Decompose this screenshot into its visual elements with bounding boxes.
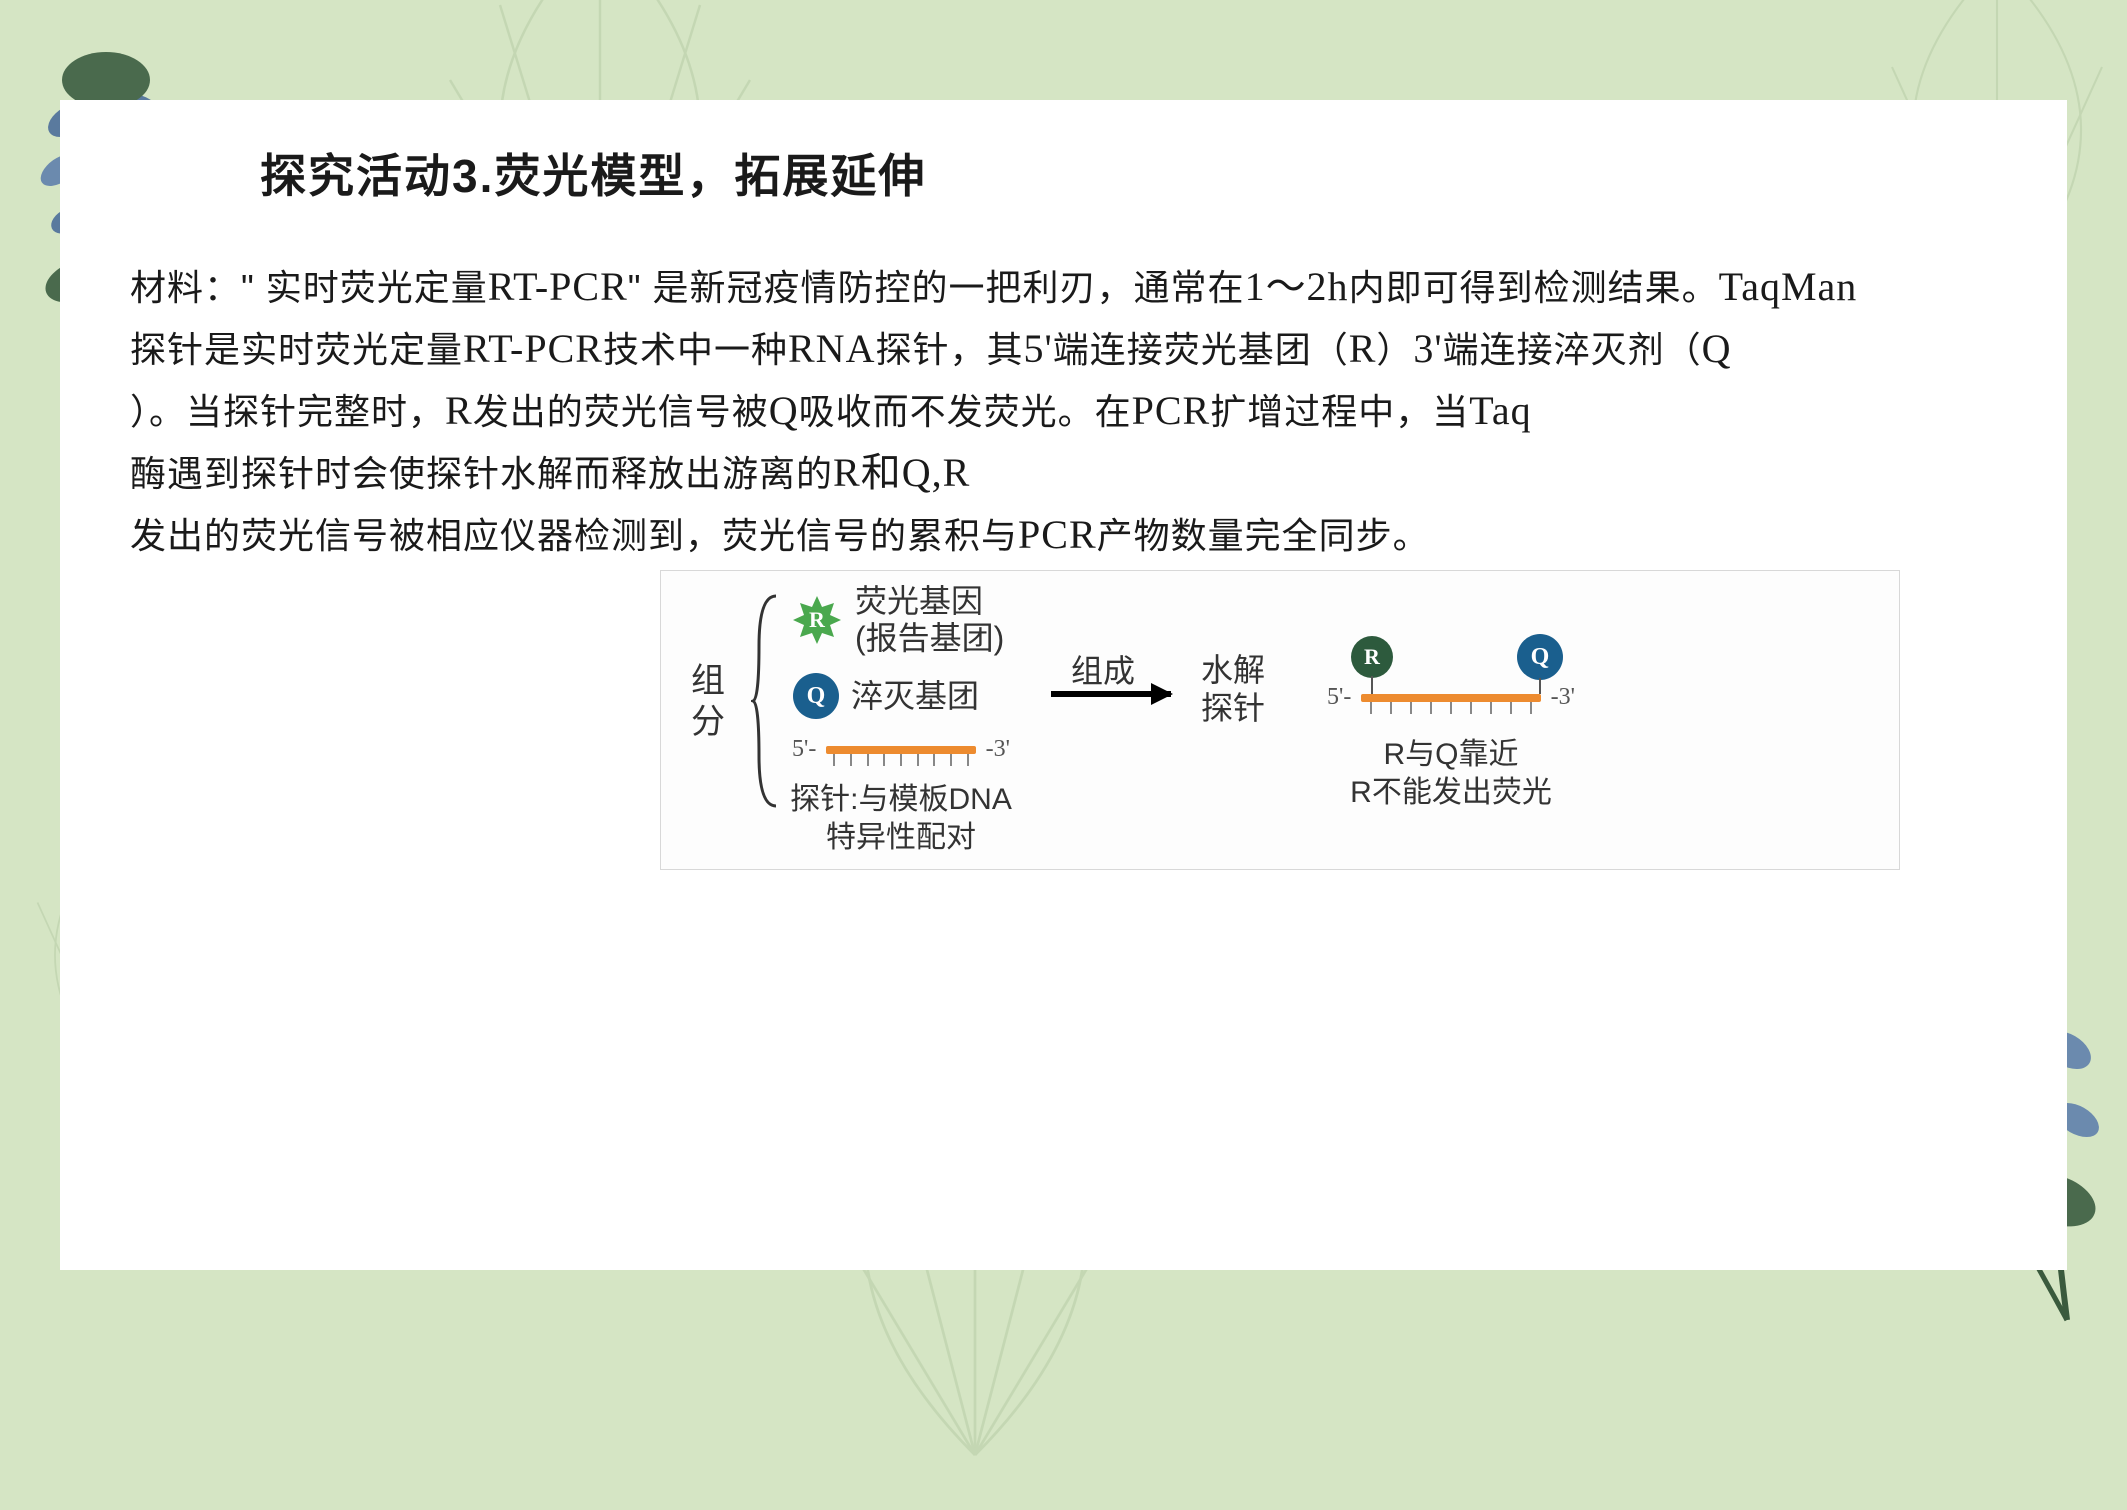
text: 吸收而不发荧光。在 [799, 391, 1132, 432]
text: R和Q,R [833, 450, 970, 495]
text: 分 [691, 702, 725, 743]
text: ） [1376, 329, 1413, 370]
q-component-row: Q 淬灭基团 [793, 673, 979, 719]
text: 扩增过程中，当 [1210, 391, 1469, 432]
r-dark-icon: R [1351, 636, 1393, 678]
text: 荧光基因 [855, 583, 1004, 620]
text: 探针，其 [875, 329, 1023, 370]
text: 探针是实时荧光定量 [130, 329, 463, 370]
text: 特异性配对 [761, 819, 1041, 857]
probe-caption-left: 探针:与模板DNA 特异性配对 [761, 781, 1041, 856]
text: RNA [788, 326, 875, 371]
text: (报告基团) [855, 620, 1004, 657]
text: 5' [1023, 326, 1052, 371]
text: 发出的荧光信号被 [473, 391, 769, 432]
text: ）。当探针完整时， [130, 391, 445, 432]
text: 酶遇到探针时会使探针水解而释放出游离的 [130, 453, 833, 494]
text: 材料：" 实时荧光定量 [130, 267, 488, 308]
probe-strand-left: 5'- -3' [826, 746, 976, 772]
text: 1～2h [1245, 264, 1349, 309]
q-circle-icon: Q [793, 673, 839, 719]
zufen-label: 组 分 [691, 661, 725, 743]
slide-title: 探究活动3.荧光模型，拓展延伸 [260, 140, 1997, 206]
r-star-icon: R [791, 594, 843, 646]
brace-icon [751, 591, 781, 811]
text: 组 [691, 661, 725, 702]
text: RT-PCR [463, 326, 603, 371]
text: Q [769, 388, 799, 433]
end3-label: -3' [986, 736, 1010, 763]
text: Q [1702, 326, 1732, 371]
text: Taq [1469, 388, 1531, 433]
text: 技术中一种 [603, 329, 788, 370]
text: R [1349, 326, 1377, 371]
probe-caption-right: R与Q靠近 R不能发出荧光 [1301, 736, 1601, 811]
text: 探针 [1201, 689, 1265, 727]
text: 端连接荧光基团（ [1053, 329, 1349, 370]
text: RT-PCR [488, 264, 628, 309]
text: 端连接淬灭剂（ [1443, 329, 1702, 370]
text: PCR [1018, 512, 1097, 557]
text: R与Q靠近 [1301, 736, 1601, 774]
text: 3' [1413, 326, 1442, 371]
text: 探针:与模板DNA [761, 781, 1041, 819]
arrow-icon [1051, 691, 1171, 697]
body-paragraph: 材料：" 实时荧光定量RT-PCR" 是新冠疫情防控的一把利刃，通常在1～2h内… [130, 256, 1997, 566]
text: TaqMan [1719, 264, 1858, 309]
q-circle-icon: Q [1517, 634, 1563, 680]
q-label: 淬灭基团 [851, 678, 979, 715]
end3-label: -3' [1551, 684, 1575, 711]
text: 发出的荧光信号被相应仪器检测到，荧光信号的累积与 [130, 515, 1018, 556]
text: R [445, 388, 473, 433]
text: R不能发出荧光 [1301, 774, 1601, 812]
r-label: 荧光基因 (报告基团) [855, 583, 1004, 657]
content-card: 探究活动3.荧光模型，拓展延伸 材料：" 实时荧光定量RT-PCR" 是新冠疫情… [60, 100, 2067, 1270]
end5-label: 5'- [792, 736, 816, 763]
text: 水解 [1201, 651, 1265, 689]
arrow-label: 组成 [1071, 646, 1135, 692]
probe-diagram: 组 分 R 荧光基因 (报告基团) Q 淬灭基团 5'- [660, 570, 1900, 870]
text: 内即可得到检测结果。 [1349, 267, 1719, 308]
r-component-row: R 荧光基因 (报告基团) [791, 583, 1004, 657]
text: 产物数量完全同步。 [1097, 515, 1430, 556]
text: " 是新冠疫情防控的一把利刃，通常在 [628, 267, 1245, 308]
hydrolysis-label: 水解 探针 [1201, 651, 1265, 728]
text: PCR [1132, 388, 1211, 433]
end5-label: 5'- [1327, 684, 1351, 711]
